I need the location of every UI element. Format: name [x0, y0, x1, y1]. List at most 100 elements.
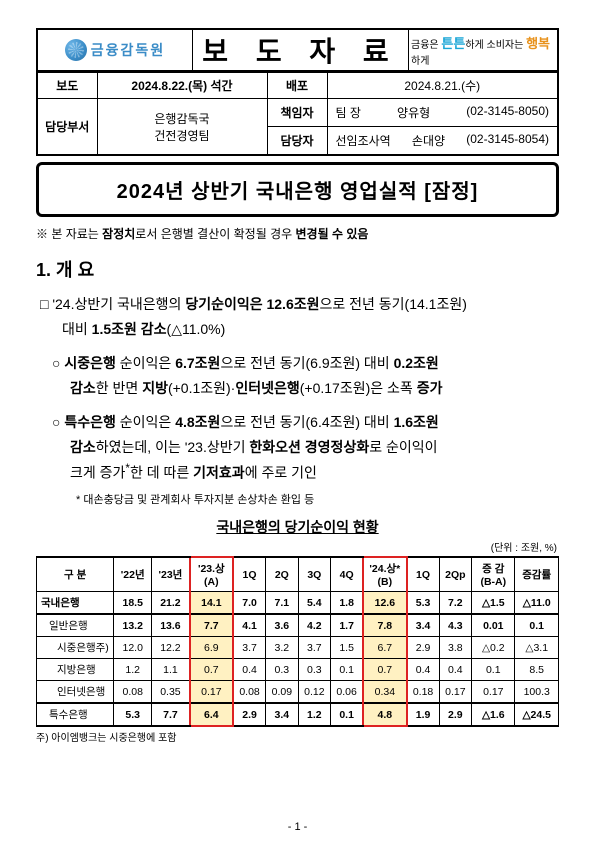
text: 으로 전년 동기(14.1조원) — [320, 296, 467, 312]
cell: 0.09 — [266, 681, 299, 704]
text-bold: 0.2조원 — [394, 355, 439, 371]
cell: 0.3 — [298, 659, 331, 681]
cell: 4.3 — [439, 614, 472, 637]
cell: 13.6 — [152, 614, 190, 637]
cell: 0.1 — [515, 614, 559, 637]
cell: 1.1 — [152, 659, 190, 681]
contact-title: 팀 장 — [336, 104, 361, 121]
tagline-bold1: 튼튼 — [441, 36, 465, 51]
dept-line: 건전경영팀 — [104, 127, 261, 144]
table-row: 일반은행13.213.67.74.13.64.21.77.83.44.30.01… — [37, 614, 559, 637]
cell: 7.7 — [190, 614, 233, 637]
disclaimer: ※ 본 자료는 잠정치로서 은행별 결산이 확정될 경우 변경될 수 있음 — [36, 225, 559, 242]
table-row: 특수은행5.37.76.42.93.41.20.14.81.92.9△1.6△2… — [37, 703, 559, 726]
cell: 0.7 — [190, 659, 233, 681]
cell: 0.17 — [472, 681, 515, 704]
cell: 0.7 — [363, 659, 406, 681]
text: 으로 전년 동기(6.4조원) 대비 — [220, 414, 393, 430]
cell: 2.9 — [407, 637, 440, 659]
cell: 13.2 — [114, 614, 152, 637]
cell: 0.18 — [407, 681, 440, 704]
cell: 0.08 — [114, 681, 152, 704]
tagline-bold2: 행복 — [526, 36, 550, 51]
org-logo-cell: 금융감독원 — [38, 30, 193, 70]
cell: 12.2 — [152, 637, 190, 659]
cell: 0.1 — [472, 659, 515, 681]
text-bold: 기저효과 — [193, 465, 245, 481]
text-bold: 지방 — [142, 380, 168, 396]
cell: 0.3 — [266, 659, 299, 681]
meta-label: 담당자 — [267, 127, 327, 156]
cell: 14.1 — [190, 592, 233, 615]
text: 크게 증가 — [70, 465, 125, 481]
paragraph: ○ 시중은행 순이익은 6.7조원으로 전년 동기(6.9조원) 대비 0.2조… — [36, 351, 559, 400]
cell: 7.8 — [363, 614, 406, 637]
text: 한 반면 — [96, 380, 142, 396]
cell: 5.3 — [407, 592, 440, 615]
cell: 0.06 — [331, 681, 364, 704]
cell: 3.2 — [266, 637, 299, 659]
cell: 100.3 — [515, 681, 559, 704]
footnote-star: * 대손충당금 및 관계회사 투자지분 손상차손 환입 등 — [76, 491, 559, 507]
col-header: 2Qp — [439, 557, 472, 592]
row-header: 국내은행 — [37, 592, 114, 615]
cell: 1.8 — [331, 592, 364, 615]
cell: 3.4 — [407, 614, 440, 637]
disclaimer-bold: 변경될 수 있음 — [296, 227, 369, 241]
col-header: '23.상(A) — [190, 557, 233, 592]
cell: 5.4 — [298, 592, 331, 615]
cell: △11.0 — [515, 592, 559, 615]
cell: 4.1 — [233, 614, 266, 637]
disclaimer-text: ※ 본 자료는 — [36, 227, 102, 241]
table-row: 인터넷은행0.080.350.170.080.090.120.060.340.1… — [37, 681, 559, 704]
cell: 3.7 — [233, 637, 266, 659]
cell: 0.35 — [152, 681, 190, 704]
col-header: 증감률 — [515, 557, 559, 592]
row-header: 특수은행 — [37, 703, 114, 726]
text-bold: 1.5조원 감소 — [92, 321, 167, 337]
col-header: 구 분 — [37, 557, 114, 592]
row-header: 일반은행 — [37, 614, 114, 637]
meta-label: 배포 — [267, 73, 327, 99]
text: (+0.17조원)은 소폭 — [300, 380, 417, 396]
text: 으로 전년 동기(6.9조원) 대비 — [220, 355, 393, 371]
cell: 0.34 — [363, 681, 406, 704]
text-bold: 1.6조원 — [394, 414, 439, 430]
text: (+0.1조원)· — [168, 380, 235, 396]
cell: △1.6 — [472, 703, 515, 726]
cell: 1.9 — [407, 703, 440, 726]
table-row: 시중은행주)12.012.26.93.73.23.71.56.72.93.8△0… — [37, 637, 559, 659]
text-bold: 4.8조원 — [175, 414, 220, 430]
text-bold: 감소 — [70, 380, 96, 396]
col-header: '24.상*(B) — [363, 557, 406, 592]
paragraph: ○ 특수은행 순이익은 4.8조원으로 전년 동기(6.4조원) 대비 1.6조… — [36, 410, 559, 485]
text-bold: 증가 — [417, 380, 443, 396]
cell: 3.7 — [298, 637, 331, 659]
table-unit: (단위 : 조원, %) — [36, 539, 557, 554]
paragraph: □ '24.상반기 국내은행의 당기순이익은 12.6조원으로 전년 동기(14… — [40, 292, 559, 341]
dept-line: 은행감독국 — [104, 110, 261, 127]
col-header: 1Q — [407, 557, 440, 592]
contact-tel: (02-3145-8050) — [466, 104, 549, 121]
meta-label: 책임자 — [267, 99, 327, 127]
disclaimer-text: 로서 은행별 결산이 확정될 경우 — [135, 227, 295, 241]
cell: 7.1 — [266, 592, 299, 615]
cell: 0.08 — [233, 681, 266, 704]
tagline-text: 하게 소비자는 — [465, 40, 526, 51]
section-heading: 1. 개 요 — [36, 256, 559, 282]
text-bold: 한화오션 경영정상화 — [249, 439, 369, 455]
text-bold: 감소 — [70, 439, 96, 455]
table-row: 국내은행18.521.214.17.07.15.41.812.65.37.2△1… — [37, 592, 559, 615]
text: 로 순이익이 — [369, 439, 437, 455]
text-bold: 인터넷은행 — [235, 380, 299, 396]
dept-cell: 은행감독국 건전경영팀 — [97, 99, 267, 156]
text-bold: 6.7조원 — [175, 355, 220, 371]
tagline-text: 금융은 — [411, 40, 441, 51]
text-bold: 시중은행 — [64, 355, 116, 371]
header-row: 금융감독원 보 도 자 료 금융은 튼튼하게 소비자는 행복하게 — [36, 28, 559, 72]
cell: △0.2 — [472, 637, 515, 659]
cell: 7.0 — [233, 592, 266, 615]
cell: 6.4 — [190, 703, 233, 726]
cell: 0.17 — [439, 681, 472, 704]
cell: 0.1 — [331, 703, 364, 726]
